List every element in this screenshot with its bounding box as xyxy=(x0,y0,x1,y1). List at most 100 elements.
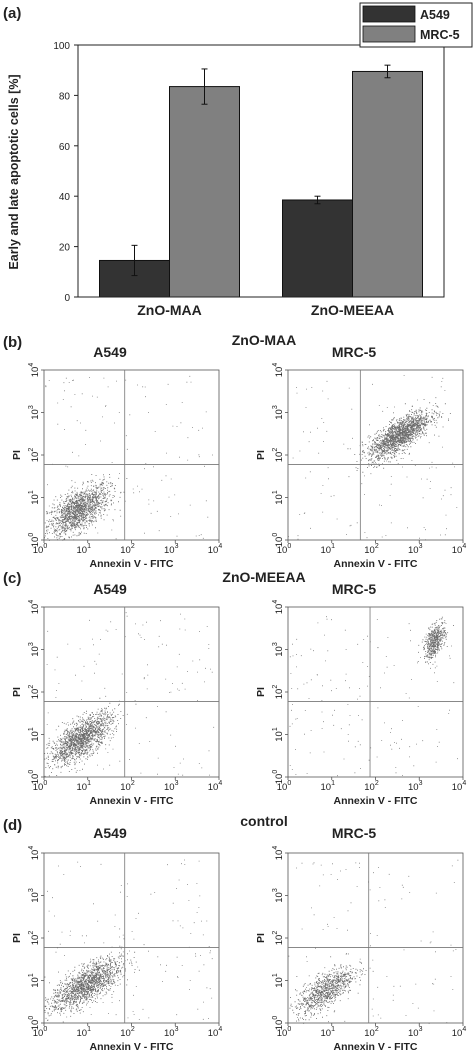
x-tick-label: 103 xyxy=(408,1026,423,1039)
y-tick-label: 100 xyxy=(28,533,41,548)
y-tick-label: 100 xyxy=(272,533,285,548)
event-dot-cloud xyxy=(288,859,459,1024)
x-tick-label: 100 xyxy=(277,780,292,793)
bar-y-tick-label: 60 xyxy=(59,142,71,153)
y-tick-label: 103 xyxy=(272,405,285,420)
event-dots xyxy=(44,612,215,777)
bar-mrc-5-0 xyxy=(169,86,240,298)
bar-series xyxy=(99,64,423,298)
x-tick-label: 101 xyxy=(321,780,336,793)
flow-plot-frame xyxy=(287,369,464,541)
panel-label-c: (c) xyxy=(3,570,21,587)
y-tick-label: 100 xyxy=(272,770,285,785)
bar-y-ticks: 0 20 40 60 80 100 xyxy=(53,41,78,304)
bar-legend: A549 MRC-5 xyxy=(359,2,473,48)
y-tick-label: 103 xyxy=(272,642,285,657)
bar-y-tick-label: 40 xyxy=(59,192,71,203)
bar-categories: ZnO-MAA ZnO-MEEAA xyxy=(137,302,394,318)
y-tick-label: 101 xyxy=(272,490,285,505)
y-tick-label: 104 xyxy=(272,846,285,861)
y-tick-label: 100 xyxy=(28,770,41,785)
y-tick-label: 101 xyxy=(28,727,41,742)
bar-mrc-5-1 xyxy=(352,70,423,298)
x-tick-label: 104 xyxy=(208,780,223,793)
column-title: A549 xyxy=(93,825,127,841)
x-tick-label: 103 xyxy=(408,543,423,556)
bar-plot-frame xyxy=(77,44,445,298)
x-axis-label: Annexin V - FITC xyxy=(334,795,418,807)
panel-label-a: (a) xyxy=(3,5,21,22)
y-tick-label: 101 xyxy=(272,973,285,988)
legend-entry: A549 xyxy=(420,8,450,22)
y-axis-label: PI xyxy=(255,933,267,943)
legend-swatch-mrc-5 xyxy=(362,25,416,43)
y-tick-label: 101 xyxy=(28,490,41,505)
x-tick-label: 102 xyxy=(364,780,379,793)
x-tick-label: 101 xyxy=(77,780,92,793)
y-tick-label: 101 xyxy=(28,973,41,988)
x-tick-label: 102 xyxy=(364,543,379,556)
x-axis-label: Annexin V - FITC xyxy=(90,558,174,570)
bar-category-label: ZnO-MAA xyxy=(137,302,202,318)
x-tick-label: 104 xyxy=(452,780,467,793)
column-title: A549 xyxy=(93,344,127,360)
x-tick-label: 101 xyxy=(321,1026,336,1039)
y-axis-label: PI xyxy=(11,687,23,697)
column-title: MRC-5 xyxy=(332,825,377,841)
y-axis-label: PI xyxy=(11,933,23,943)
event-dots xyxy=(288,375,458,541)
y-tick-label: 103 xyxy=(28,888,41,903)
x-axis-label: Annexin V - FITC xyxy=(90,795,174,807)
x-tick-label: 100 xyxy=(277,543,292,556)
event-dots xyxy=(44,375,213,541)
bar-y-tick-label: 20 xyxy=(59,243,71,254)
y-tick-label: 101 xyxy=(272,727,285,742)
y-tick-label: 100 xyxy=(28,1016,41,1031)
x-tick-label: 104 xyxy=(452,1026,467,1039)
x-tick-label: 103 xyxy=(164,543,179,556)
flow-plot-frame xyxy=(43,369,220,541)
x-tick-label: 100 xyxy=(33,780,48,793)
flow-plot-frame xyxy=(287,606,464,778)
bar-y-axis-label: Early and late apoptotic cells [%] xyxy=(7,74,21,269)
x-tick-label: 102 xyxy=(120,780,135,793)
bar-y-tick-label: 0 xyxy=(64,293,70,304)
y-tick-label: 103 xyxy=(28,642,41,657)
y-tick-label: 104 xyxy=(28,846,41,861)
event-dots xyxy=(288,859,459,1024)
row-title: ZnO-MAA xyxy=(232,332,297,348)
x-tick-label: 101 xyxy=(77,1026,92,1039)
bar-category-label: ZnO-MEEAA xyxy=(311,302,394,318)
y-tick-label: 102 xyxy=(272,931,285,946)
x-tick-label: 102 xyxy=(364,1026,379,1039)
legend-swatch-a549 xyxy=(362,5,416,23)
y-tick-label: 102 xyxy=(272,685,285,700)
flow-headers: (b) ZnO-MAA A549 MRC-5 (c) ZnO-MEEAA A549 MRC-5… xyxy=(3,332,376,841)
y-tick-label: 102 xyxy=(28,931,41,946)
panel-label-b: (b) xyxy=(3,334,22,351)
y-tick-label: 102 xyxy=(28,685,41,700)
bar-chart-panel: (a) Early and late apoptotic cells [%] 0… xyxy=(3,2,473,318)
x-axis-label: Annexin V - FITC xyxy=(334,1041,418,1053)
event-dot-cloud xyxy=(44,859,213,1023)
event-dots xyxy=(289,616,458,777)
x-axis-label: Annexin V - FITC xyxy=(334,558,418,570)
y-tick-label: 100 xyxy=(272,1016,285,1031)
bar-y-tick-label: 80 xyxy=(59,91,71,102)
x-tick-label: 102 xyxy=(120,543,135,556)
column-title: MRC-5 xyxy=(332,344,377,360)
y-tick-label: 104 xyxy=(272,363,285,378)
event-dot-cloud xyxy=(44,612,215,777)
bar-y-tick-label: 100 xyxy=(53,41,70,52)
x-tick-label: 100 xyxy=(33,543,48,556)
y-axis-label: PI xyxy=(11,450,23,460)
y-tick-label: 104 xyxy=(272,600,285,615)
y-tick-label: 104 xyxy=(28,363,41,378)
